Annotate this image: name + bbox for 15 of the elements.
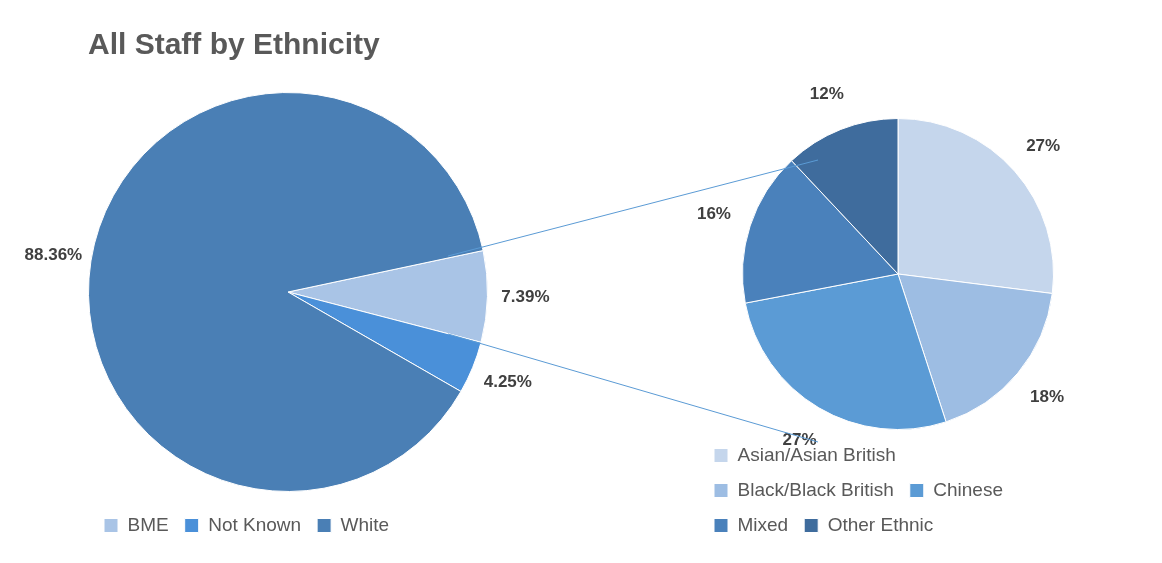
data-label: 27% bbox=[1026, 135, 1061, 155]
data-label: 16% bbox=[696, 203, 731, 223]
data-label: 12% bbox=[809, 83, 844, 103]
legend-label: BME bbox=[127, 513, 169, 535]
data-label: 88.36% bbox=[24, 244, 83, 264]
data-label: 18% bbox=[1030, 387, 1065, 407]
data-label: 7.39% bbox=[501, 287, 550, 307]
legend-label: Black/Black British bbox=[737, 478, 894, 500]
legend-label: Other Ethnic bbox=[827, 513, 934, 535]
chart-title: All Staff by Ethnicity bbox=[88, 27, 381, 61]
legend-label: Mixed bbox=[737, 513, 789, 535]
legend-label: White bbox=[340, 513, 390, 535]
legend-label: Chinese bbox=[933, 478, 1003, 500]
data-label: 4.25% bbox=[483, 371, 532, 391]
legend-label: Not Known bbox=[208, 513, 302, 535]
